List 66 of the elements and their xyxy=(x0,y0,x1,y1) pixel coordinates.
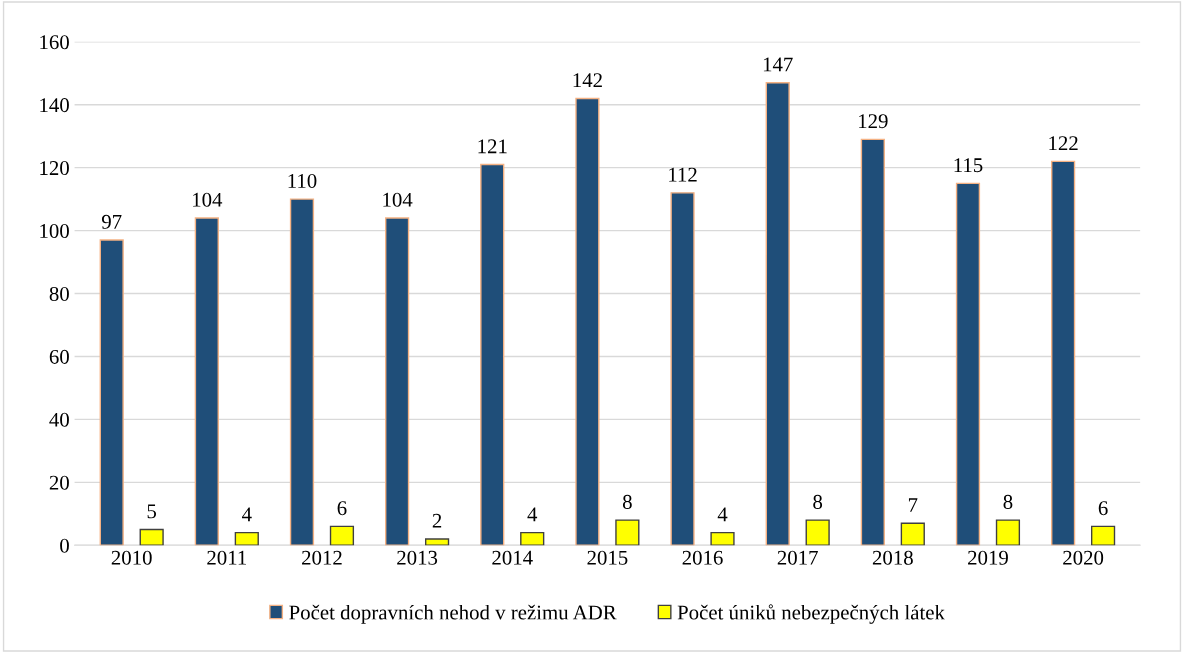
data-label: 7 xyxy=(908,498,918,512)
data-label: 97 xyxy=(101,214,122,229)
x-tick-label: 2018 xyxy=(872,550,913,565)
data-label: 4 xyxy=(242,507,252,522)
bar xyxy=(289,198,315,546)
bar xyxy=(139,528,164,546)
x-tick-label: 2014 xyxy=(492,550,533,565)
bar xyxy=(710,531,735,546)
data-label: 4 xyxy=(717,507,728,522)
data-label: 5 xyxy=(147,504,157,519)
bar xyxy=(480,163,505,546)
x-tick-label: 2016 xyxy=(682,550,723,565)
bar xyxy=(424,538,450,546)
data-label: 121 xyxy=(478,139,507,154)
bar xyxy=(670,192,695,546)
data-label: 115 xyxy=(954,158,983,173)
data-label: 110 xyxy=(288,173,317,188)
data-label: 129 xyxy=(859,114,888,129)
bar xyxy=(995,519,1021,546)
y-tick-label: 120 xyxy=(40,161,69,176)
data-label: 8 xyxy=(622,494,632,509)
bar xyxy=(1051,160,1076,546)
bar xyxy=(194,217,219,546)
y-tick-label: 100 xyxy=(40,223,69,239)
data-label: 104 xyxy=(383,192,413,207)
data-label: 112 xyxy=(669,167,697,182)
x-tick-label: 2020 xyxy=(1063,550,1104,565)
y-tick-label: 140 xyxy=(40,98,69,113)
bar xyxy=(860,138,885,546)
bar xyxy=(615,519,640,546)
y-tick-label: 80 xyxy=(49,286,69,301)
x-tick-label: 2010 xyxy=(111,550,152,565)
bar xyxy=(955,182,981,546)
x-tick-label: 2012 xyxy=(302,550,342,565)
y-tick-label: 160 xyxy=(40,35,69,50)
x-tick-label: 2013 xyxy=(397,550,438,565)
y-tick-label: 40 xyxy=(49,412,69,427)
data-label: 6 xyxy=(1098,501,1108,516)
legend-label: Počet úniků nebezpečných látek xyxy=(677,604,945,624)
bar xyxy=(234,531,259,546)
bar xyxy=(1090,525,1116,546)
x-tick-label: 2017 xyxy=(777,550,818,565)
data-label: 104 xyxy=(193,192,223,207)
bar xyxy=(385,217,410,546)
data-label: 122 xyxy=(1049,136,1078,150)
bar xyxy=(329,525,355,546)
bar xyxy=(900,522,925,546)
data-label: 8 xyxy=(813,494,823,509)
data-label: 142 xyxy=(573,73,602,88)
data-label: 147 xyxy=(763,57,793,72)
y-tick-label: 60 xyxy=(49,349,69,364)
bar xyxy=(765,82,790,546)
legend-label: Počet dopravních nehod v režimu ADR xyxy=(289,604,617,624)
x-tick-label: 2011 xyxy=(207,550,247,565)
data-label: 6 xyxy=(337,501,347,516)
data-label: 2 xyxy=(432,513,442,528)
x-tick-label: 2015 xyxy=(587,550,628,565)
bar xyxy=(520,531,545,546)
data-label: 4 xyxy=(527,507,538,522)
bar xyxy=(805,519,830,546)
y-tick-label: 20 xyxy=(49,475,69,490)
x-tick-label: 2019 xyxy=(968,550,1008,565)
bar xyxy=(99,239,124,546)
y-tick-label: 0 xyxy=(60,538,69,553)
bar xyxy=(575,97,600,546)
data-label: 8 xyxy=(1003,494,1013,509)
